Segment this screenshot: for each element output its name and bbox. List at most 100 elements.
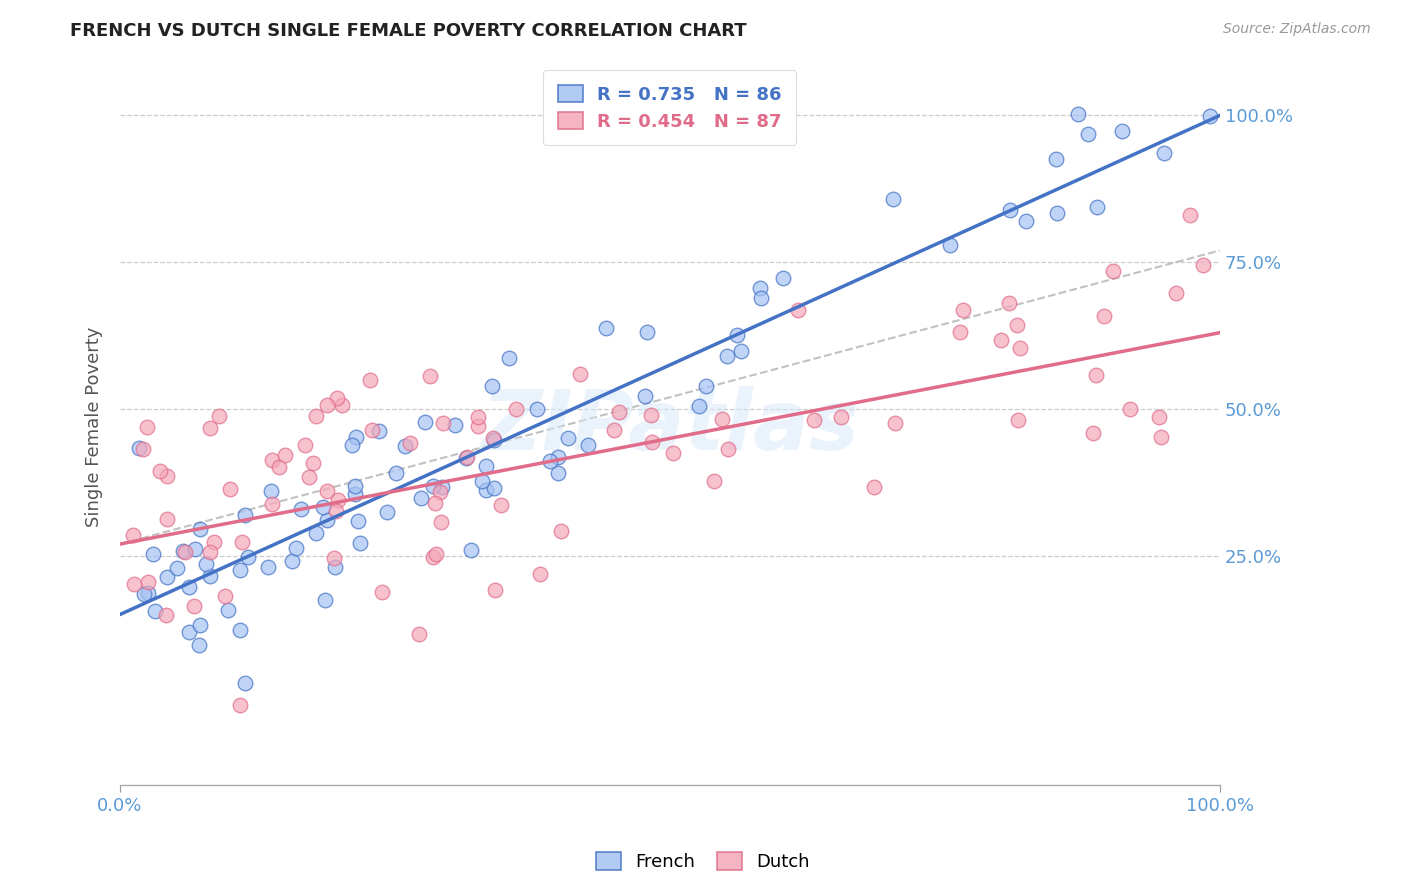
Point — [547, 450, 569, 464]
Point — [408, 626, 430, 640]
Point — [149, 464, 172, 478]
Point — [595, 321, 617, 335]
Point — [1178, 207, 1201, 221]
Point — [236, 550, 259, 565]
Point — [260, 483, 283, 498]
Point — [367, 424, 389, 438]
Point — [547, 467, 569, 481]
Point — [454, 450, 477, 465]
Point — [882, 192, 904, 206]
Point — [229, 563, 252, 577]
Point — [498, 351, 520, 365]
Point — [425, 547, 447, 561]
Point — [122, 577, 145, 591]
Point — [749, 292, 772, 306]
Point — [695, 379, 717, 393]
Point — [305, 526, 328, 541]
Point — [233, 508, 256, 523]
Text: ZIPatlas: ZIPatlas — [481, 386, 859, 467]
Point — [166, 560, 188, 574]
Point — [422, 549, 444, 564]
Point — [952, 303, 974, 318]
Point — [662, 446, 685, 460]
Point — [990, 334, 1012, 348]
Point — [316, 484, 339, 499]
Point — [316, 398, 339, 412]
Point — [456, 450, 478, 464]
Point — [132, 586, 155, 600]
Point — [200, 545, 222, 559]
Point — [717, 442, 740, 456]
Point — [863, 480, 886, 494]
Point — [1046, 205, 1069, 219]
Point — [375, 505, 398, 519]
Point — [155, 608, 177, 623]
Point — [122, 528, 145, 542]
Point — [347, 514, 370, 528]
Point — [467, 410, 489, 425]
Point — [1149, 409, 1171, 424]
Point — [1119, 401, 1142, 416]
Point — [460, 543, 482, 558]
Point — [444, 418, 467, 433]
Point — [569, 367, 592, 381]
Point — [1045, 152, 1067, 166]
Legend: R = 0.735   N = 86, R = 0.454   N = 87: R = 0.735 N = 86, R = 0.454 N = 87 — [543, 70, 796, 145]
Point — [1084, 368, 1107, 382]
Point — [482, 433, 505, 447]
Point — [284, 541, 307, 556]
Point — [179, 624, 201, 639]
Point — [730, 343, 752, 358]
Point — [526, 402, 548, 417]
Point — [312, 500, 335, 515]
Point — [143, 603, 166, 617]
Point — [267, 460, 290, 475]
Point — [1092, 309, 1115, 323]
Point — [998, 203, 1021, 218]
Point — [173, 545, 195, 559]
Point — [484, 583, 506, 598]
Point — [314, 593, 336, 607]
Point — [202, 535, 225, 549]
Point — [491, 498, 513, 512]
Point — [172, 544, 194, 558]
Point — [429, 485, 451, 500]
Point — [305, 409, 328, 424]
Point — [716, 349, 738, 363]
Point — [290, 501, 312, 516]
Point — [413, 415, 436, 429]
Point — [128, 441, 150, 455]
Point — [217, 603, 239, 617]
Text: Source: ZipAtlas.com: Source: ZipAtlas.com — [1223, 22, 1371, 37]
Point — [326, 391, 349, 405]
Point — [325, 560, 347, 574]
Point — [1008, 341, 1031, 355]
Point — [316, 512, 339, 526]
Point — [218, 483, 240, 497]
Point — [1111, 124, 1133, 138]
Point — [183, 541, 205, 556]
Point — [607, 405, 630, 419]
Point — [257, 560, 280, 574]
Point — [475, 483, 498, 498]
Point — [803, 413, 825, 427]
Point — [384, 467, 406, 481]
Point — [302, 456, 325, 470]
Point — [262, 453, 284, 467]
Point — [359, 373, 381, 387]
Point — [409, 491, 432, 506]
Point — [1199, 109, 1222, 123]
Point — [538, 454, 561, 468]
Y-axis label: Single Female Poverty: Single Female Poverty — [86, 326, 103, 527]
Point — [208, 409, 231, 423]
Point — [198, 421, 221, 435]
Point — [419, 368, 441, 383]
Point — [349, 535, 371, 549]
Point — [298, 470, 321, 484]
Point — [640, 408, 662, 422]
Point — [260, 497, 283, 511]
Point — [939, 238, 962, 252]
Point — [703, 475, 725, 489]
Point — [183, 599, 205, 614]
Point — [361, 423, 384, 437]
